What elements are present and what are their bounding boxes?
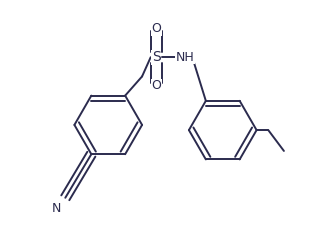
Text: O: O [152, 22, 161, 35]
Text: N: N [52, 202, 61, 215]
Text: O: O [152, 79, 161, 92]
Text: NH: NH [176, 51, 194, 64]
Text: S: S [152, 50, 161, 64]
